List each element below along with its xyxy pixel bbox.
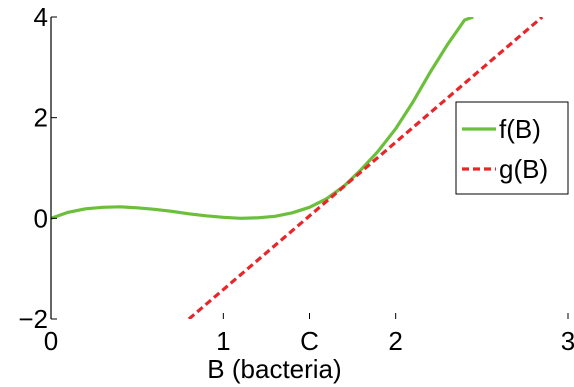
series-layer <box>51 17 544 319</box>
ticks-layer <box>50 16 569 320</box>
legend-label-2: g(B) <box>499 154 548 184</box>
x-axis-label: B (bacteria) <box>207 354 341 384</box>
x-tick-label: C <box>300 326 319 356</box>
x-tick-labels: 0 1 C 2 3 <box>44 326 574 356</box>
series-line-1 <box>51 17 474 220</box>
y-tick-labels: −2 0 2 4 <box>18 2 48 334</box>
legend-items: f(B) g(B) <box>462 114 548 184</box>
x-tick-label: 1 <box>216 326 230 356</box>
legend-box <box>455 101 569 195</box>
y-tick-label: 4 <box>34 2 48 32</box>
y-tick-label: −2 <box>18 304 48 334</box>
legend: f(B) g(B) <box>455 101 569 195</box>
x-tick-label: 3 <box>561 326 574 356</box>
y-tick-label: 2 <box>34 103 48 133</box>
x-tick-label: 2 <box>388 326 402 356</box>
x-tick-label: 0 <box>44 326 58 356</box>
series-line-2 <box>187 17 544 319</box>
y-tick-label: 0 <box>34 203 48 233</box>
legend-label-1: f(B) <box>499 114 541 144</box>
